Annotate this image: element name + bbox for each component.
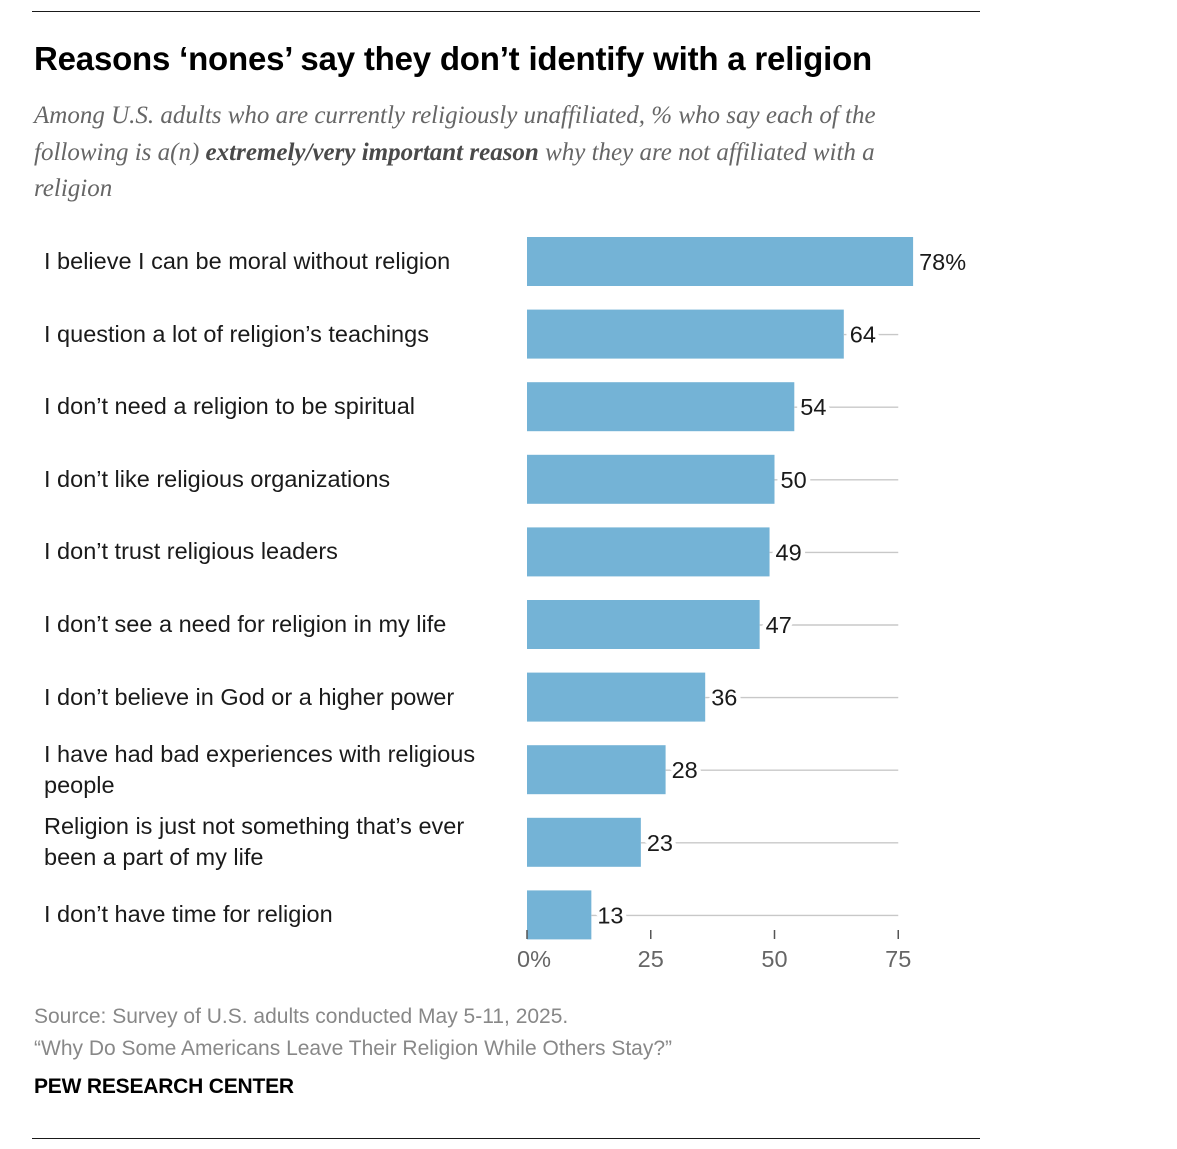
value-label: 13 xyxy=(597,902,623,928)
category-label: I don’t believe in God or a higher power xyxy=(44,683,455,710)
category-label: I believe I can be moral without religio… xyxy=(44,248,451,274)
value-label: 64 xyxy=(850,322,876,348)
value-label: 54 xyxy=(800,394,826,420)
source-line-1: Source: Survey of U.S. adults conducted … xyxy=(34,1005,569,1028)
value-label: 28 xyxy=(672,757,698,783)
value-label: 47 xyxy=(766,612,792,638)
category-label: Religion is just not something that’s ev… xyxy=(44,813,465,871)
bar xyxy=(527,382,795,432)
x-axis-tick-label: 25 xyxy=(638,946,664,972)
bar xyxy=(527,454,775,504)
value-label: 50 xyxy=(781,467,807,493)
bar xyxy=(527,600,760,649)
category-label: I question a lot of religion’s teachings xyxy=(44,320,429,347)
value-label: 36 xyxy=(711,685,737,711)
category-label: I don’t like religious organizations xyxy=(44,465,391,492)
category-label: I don’t see a need for religion in my li… xyxy=(44,611,447,637)
category-label: I don’t trust religious leaders xyxy=(44,538,338,565)
chart-title: Reasons ‘nones’ say they don’t identify … xyxy=(34,40,872,77)
top-rule xyxy=(32,11,980,12)
subtitle-text-post: why they are not affiliated with a relig… xyxy=(34,138,875,203)
x-axis-tick-label: 50 xyxy=(761,946,787,972)
bar xyxy=(527,237,914,286)
x-axis-tick-label: 75 xyxy=(885,946,911,972)
category-label: I have had bad experiences with religiou… xyxy=(44,740,476,798)
value-label: 78% xyxy=(919,249,966,275)
chart-subtitle: Among U.S. adults who are currently reli… xyxy=(34,98,954,208)
pew-research-center-logo: PEW RESEARCH CENTER xyxy=(34,1075,294,1098)
bar xyxy=(527,527,770,577)
category-label: I don’t have time for religion xyxy=(44,901,333,928)
bar xyxy=(527,817,641,867)
category-label: I don’t need a religion to be spiritual xyxy=(44,393,416,420)
x-axis-tick-label: 0% xyxy=(517,946,551,972)
bar xyxy=(527,309,844,359)
bar xyxy=(527,672,706,722)
subtitle-text-pre: Among U.S. adults who are currently reli… xyxy=(34,102,876,166)
bottom-rule xyxy=(32,1138,980,1139)
source-line-2: “Why Do Some Americans Leave Their Relig… xyxy=(34,1037,673,1060)
source-note: Source: Survey of U.S. adults conducted … xyxy=(34,1001,672,1065)
value-label: 23 xyxy=(647,830,673,856)
value-label: 49 xyxy=(776,539,802,565)
subtitle-emphasis: extremely/very important reason xyxy=(205,138,539,166)
bar xyxy=(527,745,666,795)
bar-chart: 78% 64 54 50 49 47 36 28 23 13 0% 25 50 75 xyxy=(517,237,967,972)
bar xyxy=(527,890,592,940)
